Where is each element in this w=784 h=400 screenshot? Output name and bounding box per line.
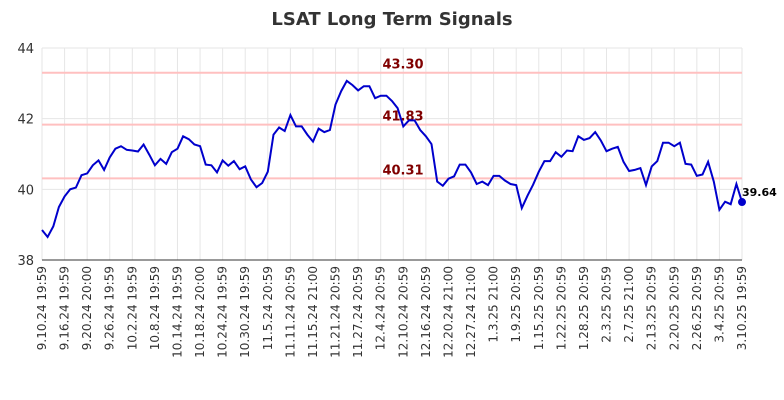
x-tick-label: 2.7.25 21:00 (622, 266, 636, 343)
x-tick-label: 2.13.25 20:59 (645, 266, 659, 350)
y-axis: 38 40 42 44 (17, 42, 742, 269)
signal-line-label: 40.31 (382, 163, 423, 178)
x-tick-label: 9.26.24 19:59 (103, 266, 117, 350)
x-axis: 9.10.24 19:59 9.16.24 19:59 9.20.24 20:00 9… (35, 266, 749, 358)
y-tick-label: 42 (17, 113, 34, 128)
x-tick-label: 12.4.24 20:59 (374, 266, 388, 350)
x-tick-label: 3.4.25 20:59 (712, 266, 726, 343)
x-tick-label: 1.9.25 20:59 (509, 266, 523, 343)
x-tick-label: 12.10.24 20:59 (396, 266, 410, 358)
x-tick-label: 2.3.25 20:59 (600, 266, 614, 343)
price-series-line (41, 79, 743, 239)
x-tick-label: 3.10.25 19:59 (735, 266, 749, 350)
x-tick-label: 11.15.24 21:00 (306, 266, 320, 358)
x-tick-label: 1.3.25 21:00 (487, 266, 501, 343)
last-value-label: 39.64 (742, 186, 777, 199)
x-tick-label: 9.10.24 19:59 (35, 266, 49, 350)
x-tick-label: 10.18.24 20:00 (193, 266, 207, 358)
x-tick-label: 9.20.24 20:00 (80, 266, 94, 350)
y-tick-label: 44 (17, 42, 34, 57)
x-tick-label: 11.5.24 20:59 (261, 266, 275, 350)
x-tick-label: 11.27.24 20:59 (351, 266, 365, 358)
series-layer: 39.64 (41, 79, 777, 239)
y-tick-label: 40 (17, 183, 34, 198)
chart-title: LSAT Long Term Signals (271, 9, 512, 30)
x-tick-label: 9.16.24 19:59 (58, 266, 72, 350)
signal-line-label: 43.30 (382, 58, 423, 73)
grid-layer (41, 47, 743, 261)
x-tick-label: 10.2.24 19:59 (125, 266, 139, 350)
y-tick-label: 38 (17, 254, 34, 269)
x-tick-label: 1.22.25 20:59 (554, 266, 568, 350)
x-tick-label: 2.26.25 20:59 (690, 266, 704, 350)
x-tick-label: 2.20.25 20:59 (667, 266, 681, 350)
x-tick-label: 12.20.24 21:00 (441, 266, 455, 358)
x-tick-label: 12.16.24 20:59 (419, 266, 433, 358)
x-tick-label: 10.30.24 19:59 (238, 266, 252, 358)
x-tick-label: 1.28.25 20:59 (577, 266, 591, 350)
x-tick-label: 11.21.24 20:59 (329, 266, 343, 358)
x-tick-label: 12.27.24 21:00 (464, 266, 478, 358)
x-tick-label: 10.8.24 19:59 (148, 266, 162, 350)
x-tick-label: 10.14.24 19:59 (170, 266, 184, 358)
x-tick-label: 11.11.24 20:59 (283, 266, 297, 358)
x-tick-label: 1.15.25 20:59 (532, 266, 546, 350)
last-value-point (738, 198, 746, 207)
x-tick-label: 10.24.24 19:59 (216, 266, 230, 358)
